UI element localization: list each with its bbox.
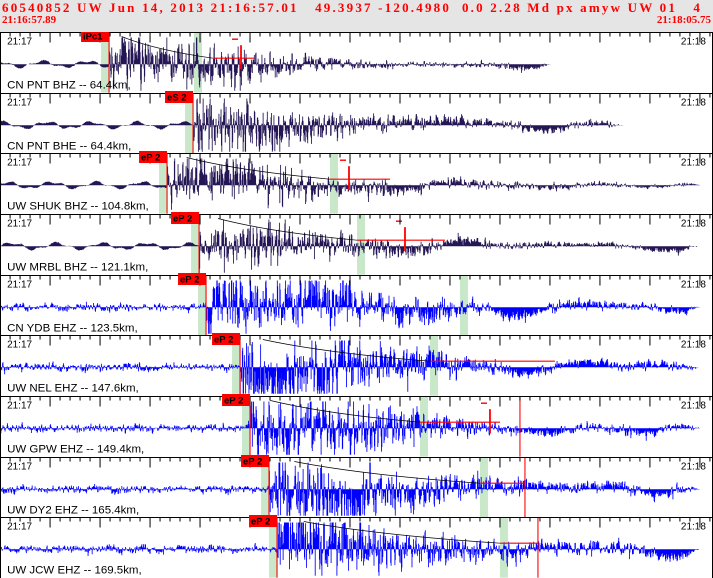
- svg-text:21:17: 21:17: [7, 522, 32, 533]
- svg-text:21:18: 21:18: [681, 218, 706, 229]
- svg-text:UW GPW EHZ -- 149.4km,: UW GPW EHZ -- 149.4km,: [7, 444, 144, 456]
- svg-text:21:17: 21:17: [7, 279, 32, 290]
- svg-text:eP 2: eP 2: [243, 456, 262, 467]
- svg-text:21:18: 21:18: [681, 340, 706, 351]
- svg-text:UW MRBL BHZ -- 121.1km,: UW MRBL BHZ -- 121.1km,: [7, 262, 148, 274]
- svg-text:UW NEL EHZ -- 147.6km,: UW NEL EHZ -- 147.6km,: [7, 383, 139, 395]
- svg-text:eS 2: eS 2: [167, 92, 187, 103]
- svg-text:21:18: 21:18: [681, 400, 706, 411]
- svg-text:eP 2: eP 2: [180, 274, 199, 285]
- svg-text:eP 2: eP 2: [173, 213, 192, 224]
- svg-text:21:17: 21:17: [7, 97, 32, 108]
- svg-text:CN YDB EHZ -- 123.5km,: CN YDB EHZ -- 123.5km,: [7, 322, 138, 334]
- svg-text:21:17: 21:17: [7, 158, 32, 169]
- svg-text:21:18: 21:18: [681, 522, 706, 533]
- svg-text:21:17: 21:17: [7, 461, 32, 472]
- svg-text:UW SHUK BHZ -- 104.8km,: UW SHUK BHZ -- 104.8km,: [7, 201, 149, 213]
- svg-text:UW JCW EHZ -- 169.5km,: UW JCW EHZ -- 169.5km,: [7, 565, 142, 577]
- svg-text:UW DY2 EHZ -- 165.4km,: UW DY2 EHZ -- 165.4km,: [7, 504, 139, 516]
- svg-text:21:18: 21:18: [681, 158, 706, 169]
- svg-text:21:17: 21:17: [7, 36, 32, 47]
- svg-text:21:18: 21:18: [681, 36, 706, 47]
- svg-text:21:17: 21:17: [7, 218, 32, 229]
- svg-text:21:18: 21:18: [681, 461, 706, 472]
- svg-text:eP 2: eP 2: [141, 153, 160, 164]
- svg-text:eP 2: eP 2: [251, 517, 270, 528]
- svg-text:eP 2: eP 2: [224, 395, 243, 406]
- svg-text:CN PNT BHZ -- 64.4km,: CN PNT BHZ -- 64.4km,: [7, 80, 131, 92]
- svg-text:21:18: 21:18: [681, 97, 706, 108]
- svg-text:21:18: 21:18: [681, 279, 706, 290]
- svg-text:CN PNT BHE -- 64.4km,: CN PNT BHE -- 64.4km,: [7, 140, 131, 152]
- svg-text:eP 2: eP 2: [214, 335, 233, 346]
- svg-text:iPc1: iPc1: [83, 31, 103, 42]
- svg-text:21:17: 21:17: [7, 340, 32, 351]
- svg-text:21:17: 21:17: [7, 400, 32, 411]
